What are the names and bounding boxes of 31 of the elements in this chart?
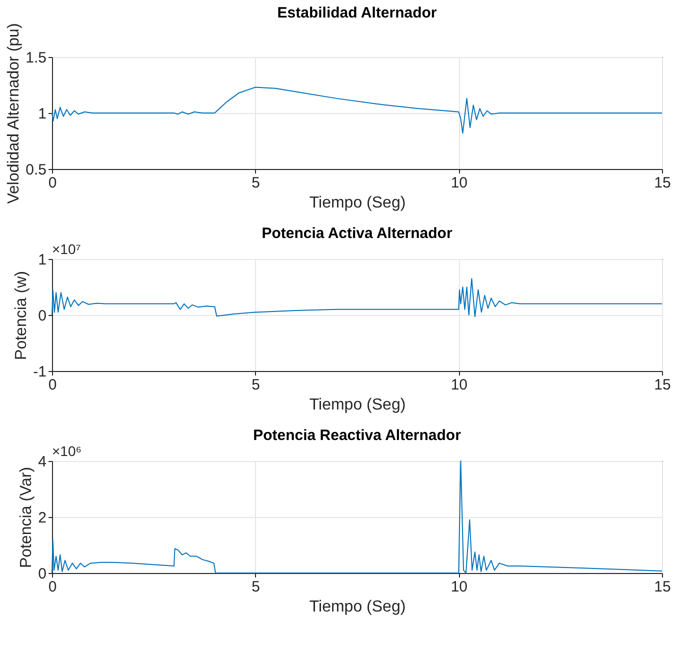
chart-title: Estabilidad Alternador: [277, 4, 437, 22]
line-series: [52, 278, 662, 318]
y-tick-label: 1: [38, 106, 46, 122]
text: ×10⁶: [52, 443, 82, 459]
x-tick-label: 5: [252, 578, 260, 596]
x-axis-title: Tiempo (Seg): [309, 396, 406, 414]
x-tick-label: 5: [252, 376, 260, 394]
y-tick-label: 4: [38, 454, 46, 470]
y-tick-label: 1.5: [26, 50, 46, 66]
y-tick-label: 1: [38, 252, 46, 268]
x-tick-label: 15: [654, 174, 671, 192]
x-tick-label: 10: [450, 578, 468, 596]
y-axis-title: Potencia (w): [13, 271, 30, 360]
x-tick-label: 15: [654, 578, 671, 596]
y-tick-label: 0: [38, 308, 46, 324]
text: ×10⁷: [52, 241, 81, 257]
x-axis-title: Tiempo (Seg): [309, 194, 406, 212]
y-axis-title: Velodidad Alternador (pu): [6, 23, 23, 204]
chart-title: Potencia Activa Alternador: [262, 225, 452, 242]
y-axis-title: Potencia (Var): [18, 466, 36, 568]
x-axis-title: Tiempo (Seg): [309, 598, 406, 616]
x-tick-label: 5: [252, 174, 260, 192]
y-tick-label: 0.5: [26, 162, 46, 178]
chart-title: Potencia Reactiva Alternador: [253, 427, 462, 444]
y-tick-label: 0: [38, 566, 46, 582]
y-tick-label: -1: [33, 364, 46, 380]
x-tick-label: 15: [654, 376, 671, 394]
x-tick-label: 10: [450, 376, 468, 394]
y-tick-label: 2: [38, 510, 46, 526]
line-series: [52, 86, 662, 134]
x-tick-label: 10: [450, 174, 468, 192]
